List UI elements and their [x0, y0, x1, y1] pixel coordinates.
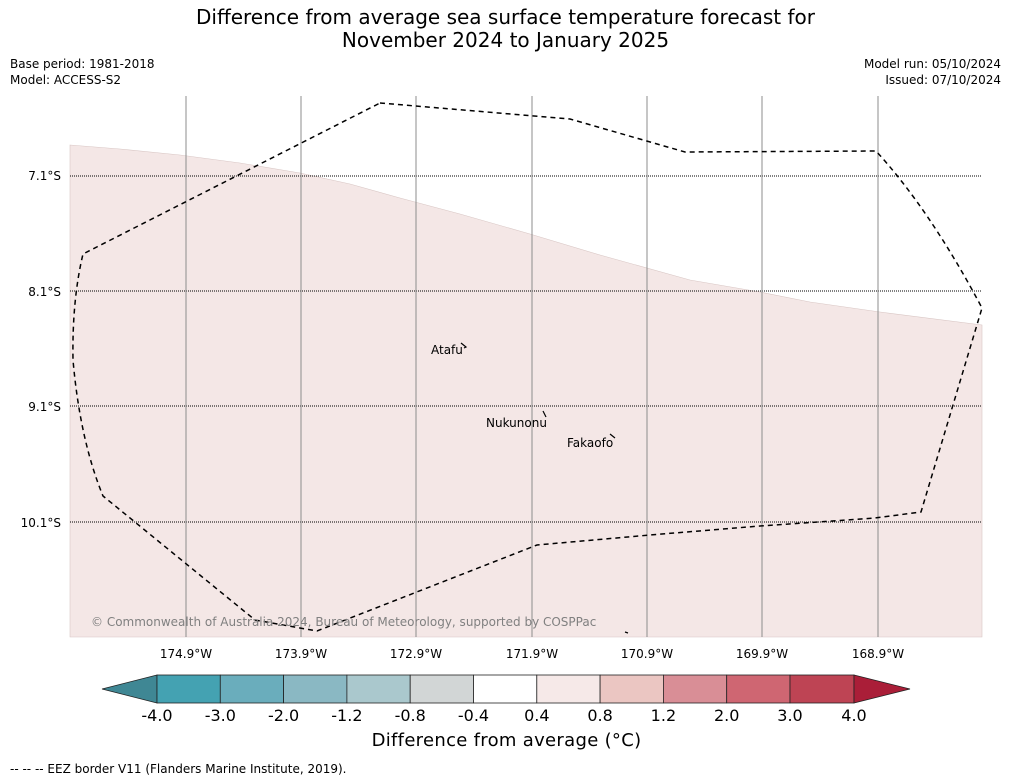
longitude-gridlines — [185, 96, 879, 637]
colorbar-tick: -4.0 — [141, 706, 172, 725]
colorbar-extend-low — [101, 674, 158, 704]
colorbar-tick: -1.2 — [331, 706, 362, 725]
colorbar-bin-9 — [663, 674, 728, 704]
colorbar-tick: 0.8 — [587, 706, 612, 725]
colorbar-bin-10 — [726, 674, 791, 704]
metadata-left: Base period: 1981-2018 Model: ACCESS-S2 — [10, 56, 155, 88]
lat-label-10-1: 10.1°S — [21, 516, 61, 530]
colorbar-bin-8 — [599, 674, 664, 704]
fakaofo-island-shape — [609, 433, 616, 439]
colorbar-bin-6 — [473, 674, 538, 704]
lon-label-168-9: 168.9°W — [852, 647, 904, 661]
atafu-island-shape — [460, 342, 468, 349]
colorbar-tick: 3.0 — [777, 706, 802, 725]
colorbar-label: Difference from average (°C) — [371, 730, 642, 751]
lon-label-170-9: 170.9°W — [621, 647, 673, 661]
base-period-text: Base period: 1981-2018 — [10, 57, 155, 71]
latitude-gridlines — [70, 175, 982, 523]
title-line-2: November 2024 to January 2025 — [341, 28, 670, 52]
colorbar-tick: 4.0 — [841, 706, 866, 725]
lat-label-7-1: 7.1°S — [28, 169, 61, 183]
colorbar-bin-4 — [346, 674, 411, 704]
lon-label-171-9: 171.9°W — [506, 647, 558, 661]
metadata-right: Model run: 05/10/2024 Issued: 07/10/2024 — [864, 56, 1001, 88]
lat-label-8-1: 8.1°S — [28, 285, 61, 299]
colorbar-tick: -0.8 — [395, 706, 426, 725]
colorbar-bin-5 — [409, 674, 474, 704]
chart-title: Difference from average sea surface temp… — [0, 6, 1011, 52]
lon-label-172-9: 172.9°W — [390, 647, 442, 661]
model-text: Model: ACCESS-S2 — [10, 73, 122, 87]
lat-label-9-1: 9.1°S — [28, 400, 61, 414]
colorbar-bin-7 — [536, 674, 601, 704]
model-run-text: Model run: 05/10/2024 — [863, 57, 1001, 71]
colorbar-bin-2 — [219, 674, 285, 704]
islands — [460, 342, 629, 634]
issued-text: Issued: 07/10/2024 — [885, 73, 1001, 87]
colorbar-tick: -0.4 — [458, 706, 489, 725]
colorbar-tick: 0.4 — [524, 706, 549, 725]
label-fakaofo: Fakaofo — [567, 436, 613, 450]
title-line-1: Difference from average sea surface temp… — [195, 5, 815, 29]
eez-legend-footer: -- -- -- EEZ border V11 (Flanders Marine… — [10, 762, 347, 776]
colorbar-tick: 2.0 — [714, 706, 739, 725]
colorbar-tick: 1.2 — [651, 706, 676, 725]
lon-label-169-9: 169.9°W — [736, 647, 788, 661]
copyright-text: © Commonwealth of Australia 2024, Bureau… — [91, 615, 596, 629]
colorbar — [101, 674, 911, 704]
colorbar-bin-1 — [156, 674, 221, 704]
lon-label-174-9: 174.9°W — [160, 647, 212, 661]
small-island-shape — [624, 631, 629, 634]
anomaly-shading-region — [69, 144, 983, 638]
colorbar-bin-11 — [789, 674, 855, 704]
lon-label-173-9: 173.9°W — [275, 647, 327, 661]
colorbar-tick: -2.0 — [268, 706, 299, 725]
colorbar-ticks: -4.0 -3.0 -2.0 -1.2 -0.8 -0.4 0.4 0.8 1.… — [141, 706, 866, 725]
label-nukunonu: Nukunonu — [486, 416, 547, 430]
eez-border — [72, 102, 983, 632]
colorbar-bin-3 — [283, 674, 348, 704]
colorbar-extend-high — [853, 674, 911, 704]
nukunonu-island-shape — [542, 410, 547, 418]
label-atafu: Atafu — [431, 343, 463, 357]
colorbar-tick: -3.0 — [205, 706, 236, 725]
